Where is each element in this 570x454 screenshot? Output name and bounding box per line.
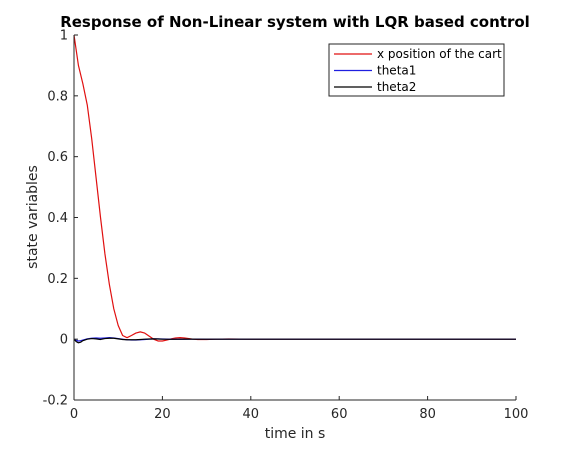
x-tick-label: 60: [331, 407, 348, 422]
x-tick-label: 20: [154, 407, 171, 422]
y-ticks: -0.2 0 0.2 0.4 0.6 0.8 1: [43, 29, 78, 409]
y-axis-label: state variables: [25, 165, 41, 269]
x-tick-label: 80: [419, 407, 436, 422]
legend-label-2: theta1: [377, 64, 416, 78]
x-tick-label: 40: [243, 407, 260, 422]
x-axis-label: time in s: [265, 426, 326, 442]
y-tick-label: 0.2: [47, 272, 68, 287]
legend-label-3: theta2: [377, 80, 416, 94]
series-layer: [73, 34, 516, 344]
series-line-3: [73, 337, 516, 344]
legend-label-1: x position of the cart: [377, 47, 502, 61]
y-tick-label: 0.6: [47, 150, 68, 165]
chart-title: Response of Non-Linear system with LQR b…: [60, 13, 530, 31]
y-tick-label: 0.8: [47, 89, 68, 104]
x-tick-label: 0: [70, 407, 78, 422]
x-ticks: 0 20 40 60 80 100: [70, 396, 529, 422]
y-tick-label: 1: [60, 29, 68, 44]
x-tick-label: 100: [504, 407, 529, 422]
legend: x position of the cart theta1 theta2: [328, 43, 505, 97]
y-tick-label: 0: [60, 333, 68, 348]
y-tick-label: 0.4: [47, 211, 68, 226]
y-tick-label: -0.2: [43, 394, 68, 409]
legend-items: x position of the cart theta1 theta2: [334, 47, 502, 94]
